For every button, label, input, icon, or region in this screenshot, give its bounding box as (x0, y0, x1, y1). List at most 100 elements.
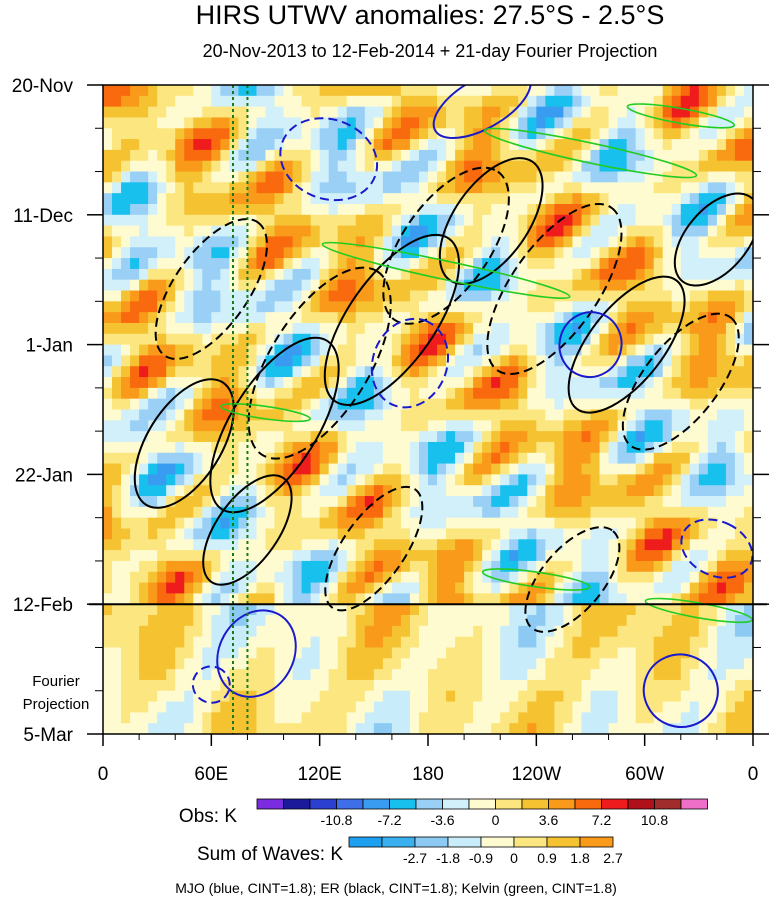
heatmap-cell (626, 355, 637, 367)
heatmap-cell (743, 182, 753, 194)
heatmap-cell (319, 171, 330, 183)
heatmap-cell (644, 312, 655, 324)
heatmap-cell (725, 301, 736, 313)
heatmap-cell (590, 214, 601, 227)
er-contour (673, 192, 753, 287)
heatmap-cell (346, 377, 357, 389)
heatmap-cell (680, 582, 691, 594)
mjo-contour (432, 85, 532, 140)
heatmap-cell (184, 236, 194, 248)
heatmap-cell (139, 647, 149, 659)
heatmap-cell (473, 550, 483, 562)
heatmap-cell (373, 377, 384, 389)
heatmap-cell (193, 571, 203, 584)
heatmap-cell (238, 496, 249, 508)
heatmap-cell (518, 214, 528, 227)
heatmap-cell (563, 506, 574, 519)
heatmap-cell (635, 420, 646, 432)
heatmap-cell (473, 517, 483, 530)
heatmap-cell (446, 225, 456, 238)
heatmap-cell (337, 636, 348, 649)
heatmap-cell (292, 290, 303, 302)
heatmap-cell (743, 387, 753, 400)
heatmap-cell (238, 268, 249, 281)
contour-legend: MJO (blue, CINT=1.8); ER (black, CINT=1.… (175, 880, 617, 896)
heatmap-cell (545, 225, 555, 238)
heatmap-cell (563, 582, 574, 594)
heatmap-cell (734, 452, 745, 465)
heatmap-cell (446, 268, 456, 281)
heatmap-cell (202, 452, 212, 465)
heatmap-cell (247, 225, 258, 238)
heatmap-cell (464, 160, 474, 173)
heatmap-cell (193, 582, 203, 594)
heatmap-cell (536, 560, 546, 573)
heatmap-cell (310, 636, 321, 649)
heatmap-cell (455, 625, 465, 638)
heatmap-cell (608, 539, 619, 551)
heatmap-cell (148, 247, 158, 259)
heatmap-cell (698, 571, 709, 584)
heatmap-cell (716, 387, 727, 400)
heatmap-cell (590, 95, 601, 108)
heatmap-cell (716, 604, 727, 616)
heatmap-cell (518, 615, 528, 627)
heatmap-cell (247, 182, 258, 194)
heatmap-cell (355, 496, 366, 508)
heatmap-cell (409, 539, 420, 551)
heatmap-cell (509, 149, 519, 162)
heatmap-cell (464, 679, 474, 692)
heatmap-cell (292, 182, 303, 194)
heatmap-cell (725, 106, 736, 119)
heatmap-cell (734, 279, 745, 292)
heatmap-cell (184, 85, 194, 97)
heatmap-cell (662, 139, 673, 151)
heatmap-cell (337, 171, 348, 183)
heatmap-cell (626, 247, 637, 259)
heatmap-cell (220, 517, 230, 530)
heatmap-cell (301, 701, 312, 713)
heatmap-cell (301, 431, 312, 443)
heatmap-cell (527, 203, 537, 216)
heatmap-cell (274, 593, 285, 605)
heatmap-cell (734, 182, 745, 194)
heatmap-cell (554, 615, 565, 627)
heatmap-cell (428, 452, 438, 465)
heatmap-cell (238, 560, 249, 573)
heatmap-cell (653, 149, 664, 162)
heatmap-cell (301, 604, 312, 616)
heatmap-cell (698, 387, 709, 400)
heatmap-cell (491, 95, 501, 108)
heatmap-cell (148, 604, 158, 616)
heatmap-cell (202, 117, 212, 129)
heatmap-cell (437, 550, 447, 562)
heatmap-cell (482, 463, 492, 475)
heatmap-cell (328, 690, 339, 703)
heatmap-cell (554, 658, 565, 670)
heatmap-cell (482, 149, 492, 162)
heatmap-cell (437, 366, 447, 378)
heatmap-cell (130, 333, 140, 346)
heatmap-cell (382, 679, 393, 692)
heatmap-cell (617, 279, 628, 292)
heatmap-cell (148, 117, 158, 129)
heatmap-cell (157, 160, 167, 173)
heatmap-cell (626, 128, 637, 140)
heatmap-cell (644, 625, 655, 638)
heatmap-cell (599, 268, 610, 281)
heatmap-cell (382, 485, 393, 497)
heatmap-cell (518, 604, 528, 616)
heatmap-cell (202, 106, 212, 119)
heatmap-cell (500, 333, 510, 346)
heatmap-cell (617, 582, 628, 594)
heatmap-cell (734, 539, 745, 551)
x-axis: 0 60E 120E 180 120W 60W 0 (98, 734, 758, 785)
heatmap-cell (644, 387, 655, 400)
heatmap-cell (509, 669, 519, 681)
heatmap-cell (536, 420, 546, 432)
heatmap-cell (274, 485, 285, 497)
heatmap-cell (391, 690, 402, 703)
heatmap-cell (572, 550, 583, 562)
heatmap-cell (256, 625, 267, 638)
heatmap-cell (328, 560, 339, 573)
